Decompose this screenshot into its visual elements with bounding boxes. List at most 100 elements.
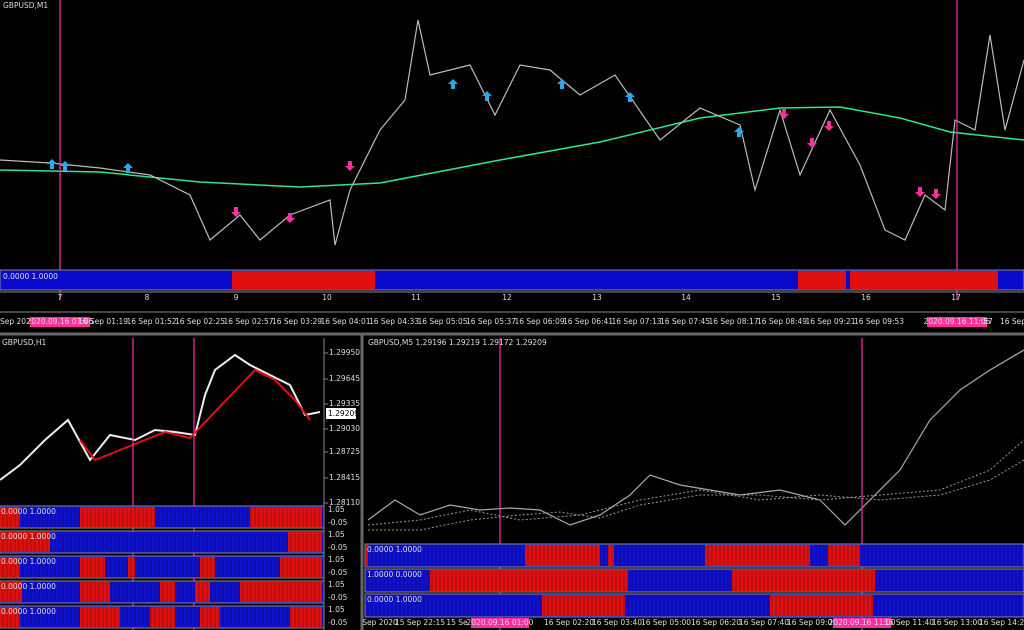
sell-arrow	[915, 187, 925, 197]
time-label: 16 Sep 03:29	[272, 317, 322, 326]
price-line	[0, 19, 1024, 246]
price-label: 1.29645	[329, 374, 360, 383]
time-label: 16 Sep 05:00	[641, 618, 691, 627]
time-label: 57	[983, 317, 993, 326]
day-label: 13	[592, 293, 602, 302]
cursor-label: 2020.09.16 01:06	[27, 317, 94, 326]
indicator-label: 0.0000 1.0000	[1, 507, 56, 516]
left-chart: GBPUSD,H1 1.29209 0.0000 1.0000 1.05 -0.05…	[0, 338, 359, 630]
scale-low: -0.05	[328, 618, 348, 627]
ma-line	[0, 106, 1024, 188]
buy-arrow	[482, 91, 492, 101]
time-label: 16 Sep 06:20	[691, 618, 741, 627]
red-segment	[430, 570, 628, 591]
red-segment	[798, 271, 846, 289]
red-segment	[290, 607, 322, 627]
indicator-label: 0.0000 1.0000	[367, 545, 422, 554]
time-label: 16 Sep 01:19	[78, 317, 128, 326]
time-label: 16 Sep 08:17	[708, 317, 758, 326]
buy-arrow	[734, 127, 744, 137]
red-segment	[732, 570, 875, 591]
red-segment	[770, 595, 873, 616]
red-segment	[542, 595, 625, 616]
scale-low: -0.05	[328, 593, 348, 602]
red-segment	[705, 545, 810, 566]
time-label: 16 Sep 09:21	[805, 317, 855, 326]
indicator-rows: 0.0000 1.0000 1.05 -0.05 0.0000 1.0000 1.05 -…	[0, 505, 348, 629]
sell-arrow	[931, 189, 941, 199]
day-label: 14	[681, 293, 691, 302]
sell-arrow	[807, 138, 817, 148]
time-label: 16 Sep 05:05	[417, 317, 467, 326]
price-line-down	[79, 368, 311, 462]
day-label: 17	[951, 293, 961, 302]
scale-low: -0.05	[328, 518, 348, 527]
scale-high: 1.05	[328, 605, 345, 614]
time-label: 16 Sep 04:33	[369, 317, 419, 326]
time-label: 16 Sep	[1000, 317, 1024, 326]
time-label: 16 Sep 09:00	[787, 618, 837, 627]
scale-low: -0.05	[328, 543, 348, 552]
time-label: 16 Sep 05:37	[466, 317, 516, 326]
time-label: 16 Sep 03:40	[592, 618, 642, 627]
cursor-tag	[927, 317, 987, 327]
red-segment	[0, 532, 50, 552]
period-label: Sep 2020	[0, 317, 36, 326]
time-label: 16 Sep 11:40	[884, 618, 934, 627]
indicator-label: 0.0000 1.0000	[3, 272, 58, 281]
scale-high: 1.05	[328, 505, 345, 514]
indicator-label: 0.0000 1.0000	[367, 595, 422, 604]
indicator-label: 0.0000 1.0000	[1, 532, 56, 541]
price-label: 1.28725	[329, 447, 360, 456]
scale-high: 1.05	[328, 580, 345, 589]
sell-arrow	[231, 207, 241, 217]
red-segment	[250, 507, 322, 527]
indicator-segments	[232, 271, 998, 289]
time-label: 16 Sep 06:09	[514, 317, 564, 326]
red-segment	[850, 271, 998, 289]
sell-arrow	[779, 109, 789, 119]
header: GBPUSD,M5 1.29196 1.29219 1.29172 1.2920…	[368, 338, 547, 347]
buy-arrow	[60, 161, 70, 171]
cursor-tag	[833, 618, 891, 628]
time-label: 16 Sep 08:49	[757, 317, 807, 326]
day-label: 10	[322, 293, 332, 302]
scale-low: -0.05	[328, 568, 348, 577]
time-label: 15 Se	[446, 618, 468, 627]
indicator-label: 0.0000 1.0000	[1, 557, 56, 566]
scale-high: 1.05	[328, 555, 345, 564]
day-label: 8	[145, 293, 150, 302]
sell-arrow	[824, 121, 834, 131]
time-label: 16 Sep 09:53	[854, 317, 904, 326]
price-label: 1.29950	[329, 348, 360, 357]
time-label: 16 Sep 13:00	[932, 618, 982, 627]
indicator-label: 1.0000 0.0000	[367, 570, 422, 579]
time-label: 16 Sep 07:40	[739, 618, 789, 627]
sell-arrow	[345, 161, 355, 171]
red-segment	[80, 607, 120, 627]
red-segment	[232, 271, 375, 289]
price-line	[367, 349, 1024, 526]
time-label: 16 Sep 02:57	[223, 317, 273, 326]
red-segment	[608, 545, 614, 566]
price-label: 1.29030	[329, 424, 360, 433]
red-segment	[366, 545, 368, 566]
time-label: 16 Sep 06:41	[563, 317, 613, 326]
buy-arrow	[625, 92, 635, 102]
time-label: 15 Sep 22:15	[395, 618, 445, 627]
price-line	[0, 353, 321, 481]
cursor-label: 2020.09.16 11:06	[924, 317, 991, 326]
symbol-label: GBPUSD,H1	[2, 338, 47, 347]
red-segment	[150, 607, 175, 627]
buy-arrow	[47, 159, 57, 169]
right-chart: GBPUSD,M5 1.29196 1.29219 1.29172 1.2920…	[364, 338, 1024, 630]
red-segment	[288, 532, 322, 552]
scale-high: 1.05	[328, 530, 345, 539]
red-segment	[240, 582, 322, 602]
price-label: 1.28415	[329, 473, 360, 482]
top-chart: GBPUSD,M1 0.0000 1.0000	[0, 0, 1024, 313]
time-label: 16 Sep 07:13	[611, 317, 661, 326]
buy-arrow	[448, 79, 458, 89]
cursor-tag	[471, 618, 529, 628]
